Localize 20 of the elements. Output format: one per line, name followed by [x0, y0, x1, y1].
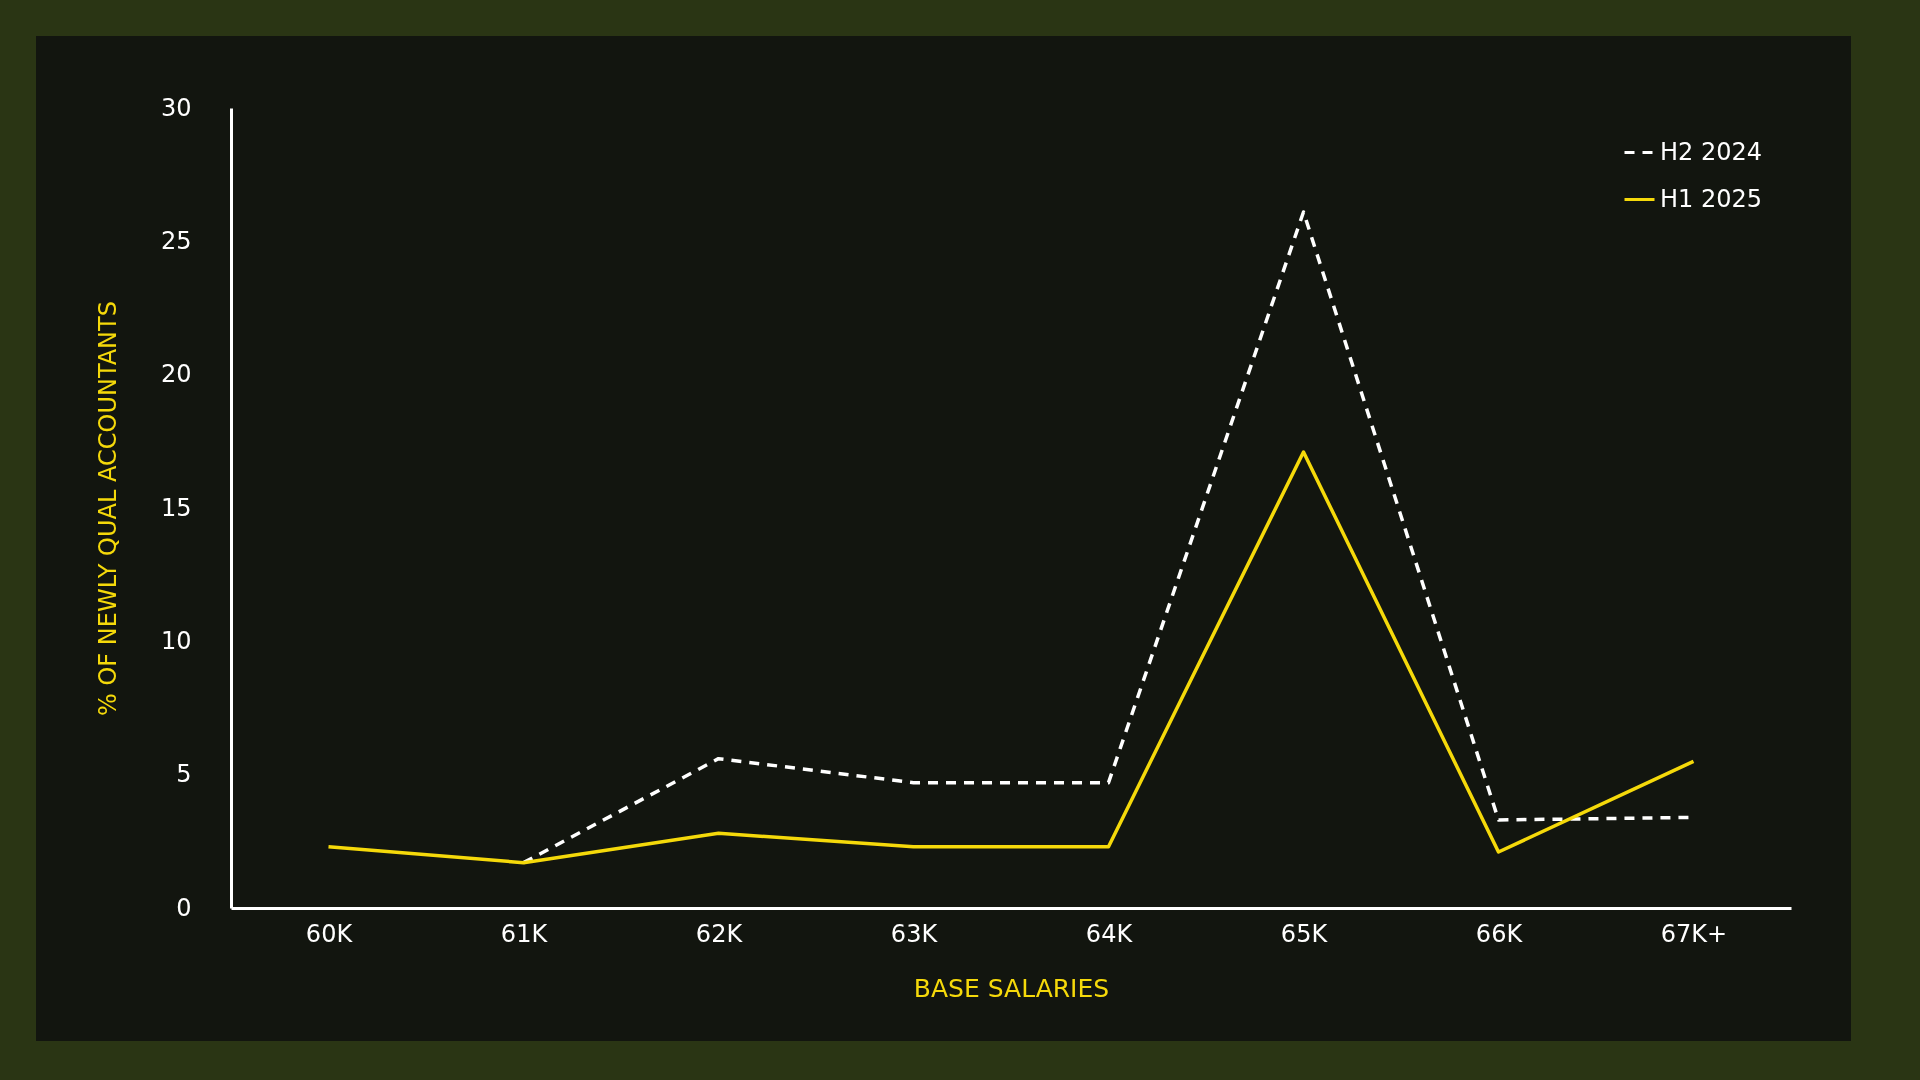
- y-tick-label: 30: [160, 93, 192, 122]
- line-series: [326, 450, 1696, 865]
- x-tick-label: 62K: [695, 919, 744, 948]
- y-tick-label: 15: [160, 493, 192, 522]
- x-axis-title: BASE SALARIES: [913, 973, 1110, 1003]
- x-tick-label: 61K: [500, 919, 549, 948]
- y-axis-title: % OF NEWLY QUAL ACCOUNTANTS: [93, 301, 122, 716]
- x-tick-label: 64K: [1085, 919, 1134, 948]
- y-tick-label: 10: [160, 626, 192, 655]
- x-tick-label: 66K: [1475, 919, 1524, 948]
- y-tick-label: 20: [160, 360, 192, 389]
- y-tick-label: 25: [160, 226, 192, 255]
- legend-label: H2 2024: [1660, 137, 1763, 166]
- x-tick-label: 67K+: [1660, 919, 1728, 948]
- legend-label: H1 2025: [1660, 184, 1763, 213]
- y-tick-label: 5: [176, 760, 192, 789]
- y-tick-label: 0: [176, 893, 192, 922]
- x-tick-label: 63K: [890, 919, 939, 948]
- x-tick-label: 65K: [1280, 919, 1329, 948]
- x-tick-label: 60K: [305, 919, 354, 948]
